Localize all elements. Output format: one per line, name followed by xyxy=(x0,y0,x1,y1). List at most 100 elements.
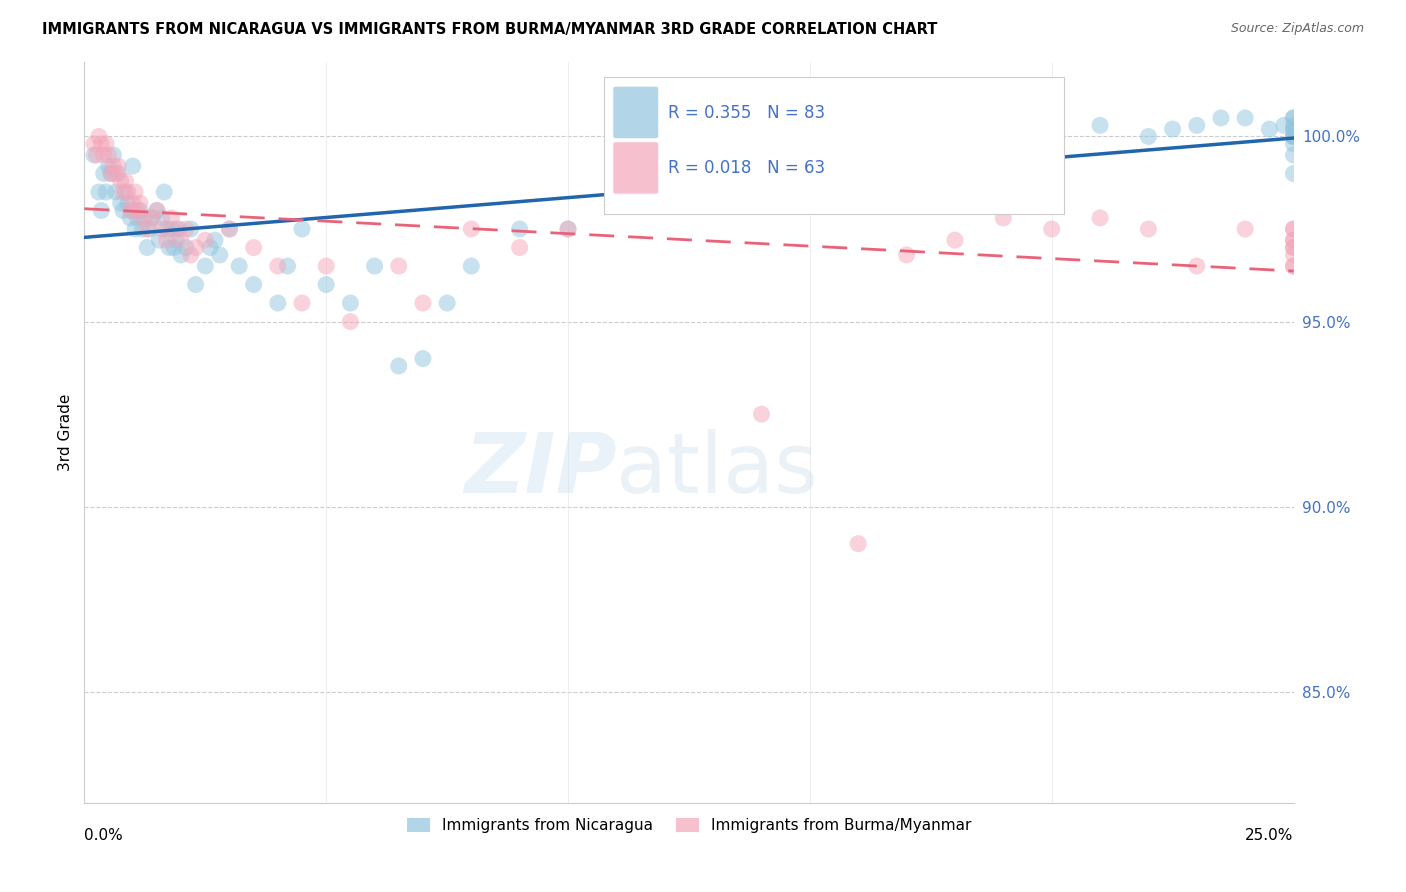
Point xyxy=(194,233,217,247)
Point xyxy=(557,222,579,236)
Text: 0.0%: 0.0% xyxy=(84,828,124,843)
Point xyxy=(1137,222,1160,236)
Point xyxy=(204,233,226,247)
Point xyxy=(83,136,105,151)
Text: R = 0.018   N = 63: R = 0.018 N = 63 xyxy=(668,160,825,178)
Point xyxy=(150,222,173,236)
Point xyxy=(388,259,411,273)
Point xyxy=(93,167,115,181)
Point xyxy=(163,241,186,255)
Point xyxy=(103,148,125,162)
Point xyxy=(112,203,135,218)
Point xyxy=(121,196,143,211)
Point xyxy=(136,241,159,255)
Point xyxy=(180,248,202,262)
Text: IMMIGRANTS FROM NICARAGUA VS IMMIGRANTS FROM BURMA/MYANMAR 3RD GRADE CORRELATION: IMMIGRANTS FROM NICARAGUA VS IMMIGRANTS … xyxy=(42,22,938,37)
Point xyxy=(436,296,458,310)
Point xyxy=(509,222,531,236)
Point xyxy=(1282,122,1305,136)
Point xyxy=(174,241,197,255)
Point xyxy=(1282,259,1305,273)
Point xyxy=(150,211,173,225)
Point xyxy=(160,211,183,225)
Point xyxy=(1282,259,1305,273)
Point xyxy=(194,259,217,273)
Point xyxy=(1282,136,1305,151)
Point xyxy=(1088,211,1111,225)
Point xyxy=(315,277,337,292)
Point xyxy=(117,196,139,211)
Point xyxy=(1234,222,1257,236)
Point xyxy=(104,167,127,181)
Point xyxy=(363,259,385,273)
Point xyxy=(107,167,129,181)
Point xyxy=(136,222,159,236)
Point xyxy=(94,185,117,199)
Point xyxy=(129,196,152,211)
Point xyxy=(86,148,108,162)
Point xyxy=(104,185,127,199)
Point xyxy=(107,159,129,173)
Point xyxy=(131,211,153,225)
Point xyxy=(124,185,146,199)
Point xyxy=(1161,122,1184,136)
Text: 25.0%: 25.0% xyxy=(1246,828,1294,843)
Point xyxy=(267,296,290,310)
Point xyxy=(291,222,314,236)
Legend: Immigrants from Nicaragua, Immigrants from Burma/Myanmar: Immigrants from Nicaragua, Immigrants fr… xyxy=(401,813,977,839)
Point xyxy=(1282,233,1305,247)
Point xyxy=(388,359,411,373)
Point xyxy=(165,233,187,247)
Point xyxy=(291,296,314,310)
Point xyxy=(170,233,193,247)
Point xyxy=(943,122,966,136)
Point xyxy=(127,211,149,225)
Point xyxy=(146,203,169,218)
Point xyxy=(1282,233,1305,247)
Point xyxy=(131,222,153,236)
Point xyxy=(97,159,120,173)
Point xyxy=(1185,119,1208,133)
Point xyxy=(1282,148,1305,162)
Point xyxy=(1282,241,1305,255)
Point xyxy=(1282,222,1305,236)
Point xyxy=(153,185,176,199)
Point xyxy=(184,277,207,292)
Point xyxy=(120,211,142,225)
Point xyxy=(148,233,170,247)
Point xyxy=(160,222,183,236)
Point xyxy=(90,136,112,151)
Point xyxy=(120,203,142,218)
Point xyxy=(218,222,240,236)
Point xyxy=(127,203,149,218)
Point xyxy=(1282,167,1305,181)
Point xyxy=(751,407,773,421)
Point xyxy=(509,241,531,255)
Point xyxy=(180,222,202,236)
Point xyxy=(1234,111,1257,125)
Point xyxy=(110,174,132,188)
FancyBboxPatch shape xyxy=(613,142,659,194)
Point xyxy=(242,277,264,292)
Point xyxy=(872,148,894,162)
Point xyxy=(725,167,748,181)
Point xyxy=(138,222,160,236)
Point xyxy=(1282,129,1305,144)
Point xyxy=(174,222,197,236)
Y-axis label: 3rd Grade: 3rd Grade xyxy=(58,394,73,471)
Point xyxy=(218,222,240,236)
Text: ZIP: ZIP xyxy=(464,429,616,510)
Point xyxy=(112,185,135,199)
Point xyxy=(412,351,434,366)
Point xyxy=(242,241,264,255)
Point xyxy=(993,211,1015,225)
Point xyxy=(90,203,112,218)
Point xyxy=(103,159,125,173)
Point xyxy=(100,167,122,181)
Point xyxy=(87,185,110,199)
Point xyxy=(208,248,231,262)
Point xyxy=(157,241,180,255)
Point xyxy=(1282,122,1305,136)
Point xyxy=(896,248,918,262)
Point xyxy=(1272,119,1295,133)
